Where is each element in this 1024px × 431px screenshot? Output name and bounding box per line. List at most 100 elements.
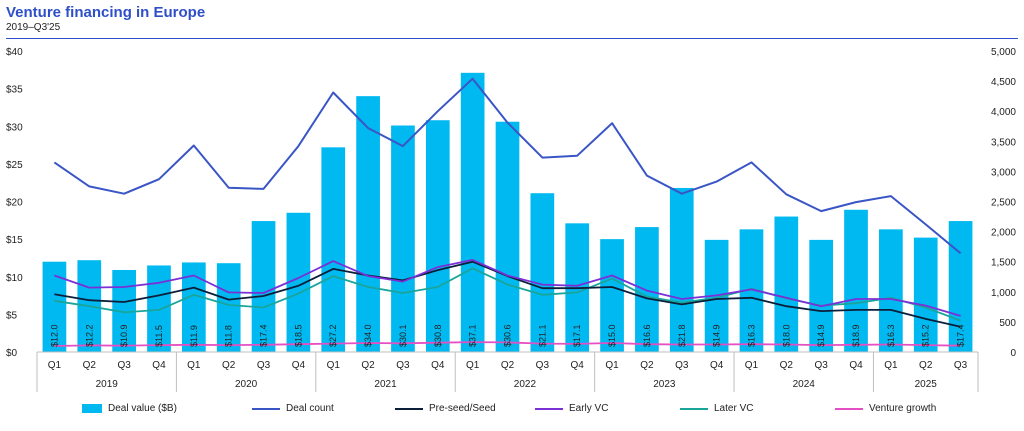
deal-value-label: $16.6 — [642, 324, 652, 347]
y-left-tick-label: $0 — [6, 348, 18, 359]
chart-subtitle: 2019–Q3'25 — [6, 22, 61, 33]
deal-value-bar — [495, 121, 520, 352]
legend-deal-count-swatch — [252, 407, 280, 410]
x-quarter-label: Q3 — [257, 360, 271, 371]
deal-count-line — [53, 77, 962, 255]
deal-value-label: $27.2 — [328, 324, 338, 347]
x-quarter-label: Q4 — [571, 360, 585, 371]
x-quarter-label: Q3 — [117, 360, 131, 371]
x-quarter-label: Q2 — [361, 360, 375, 371]
chart-title: Venture financing in Europe — [6, 4, 206, 21]
y-left-tick-label: $10 — [6, 273, 23, 284]
deal-value-bar — [286, 212, 311, 352]
deal-value-label: $12.0 — [49, 324, 59, 347]
legend-deal-value-label: Deal value ($B) — [108, 403, 177, 414]
deal-value-label: $30.8 — [433, 324, 443, 347]
legend-preseed: Pre-seed/Seed — [395, 403, 496, 414]
x-quarter-label: Q3 — [396, 360, 410, 371]
deal-value-bar — [739, 229, 764, 352]
deal-value-label: $11.5 — [154, 325, 164, 347]
deal-value-label: $30.1 — [398, 324, 408, 347]
x-quarter-label: Q2 — [501, 360, 515, 371]
x-quarter-label: Q1 — [48, 360, 62, 371]
y-right-tick-label: 5,000 — [991, 47, 1016, 58]
deal-value-bar — [844, 209, 868, 352]
legend-later-vc-swatch — [680, 407, 708, 410]
legend-preseed-swatch — [395, 407, 423, 410]
x-quarter-label: Q1 — [605, 360, 619, 371]
deal-value-bar — [913, 237, 938, 352]
deal-value-label: $17.4 — [259, 324, 269, 347]
deal-value-label: $18.0 — [781, 324, 791, 347]
chart-plot: $0 $5 $10 $15 $20 $25 $30 $35 $40 0 500 1,000 1,500 2… — [6, 47, 1016, 392]
x-quarter-label: Q3 — [814, 360, 828, 371]
x-quarter-label: Q2 — [919, 360, 933, 371]
deal-value-bar — [356, 96, 380, 353]
x-quarter-label: Q1 — [187, 360, 201, 371]
legend-early-vc-label: Early VC — [569, 403, 609, 414]
deal-value-label: $21.8 — [677, 324, 687, 347]
deal-value-label: $21.1 — [537, 324, 547, 347]
deal-value-label: $16.3 — [886, 324, 896, 347]
deal-value-label: $11.8 — [224, 325, 234, 347]
deal-value-label: $12.2 — [84, 324, 94, 347]
x-year-label: 2025 — [915, 379, 938, 390]
y-right-tick-label: 500 — [999, 318, 1016, 329]
legend-later-vc: Later VC — [680, 403, 753, 414]
x-quarter-label: Q1 — [745, 360, 759, 371]
x-quarter-label: Q4 — [710, 360, 724, 371]
deal-value-bar — [321, 147, 346, 352]
deal-value-bar — [600, 239, 624, 352]
y-right-tick-label: 3,000 — [991, 167, 1016, 178]
y-right-tick-label: 4,000 — [991, 107, 1016, 118]
deal-value-bar — [460, 72, 485, 352]
y-left-tick-label: $20 — [6, 198, 23, 209]
x-year-label: 2022 — [514, 379, 537, 390]
y-right-tick-label: 1,500 — [991, 258, 1016, 269]
deal-value-bar — [147, 265, 171, 352]
early-vc-line — [54, 258, 961, 317]
y-right-tick-label: 2,500 — [991, 198, 1016, 209]
deal-value-label: $34.0 — [363, 324, 373, 347]
deal-value-label: $37.1 — [468, 324, 478, 347]
x-quarter-label: Q3 — [954, 360, 968, 371]
y-left-tick-label: $35 — [6, 85, 23, 96]
y-left-tick-label: $15 — [6, 235, 23, 246]
legend-deal-count: Deal count — [252, 403, 334, 414]
legend-early-vc-swatch — [535, 407, 563, 410]
deal-value-label: $14.9 — [816, 324, 826, 347]
x-quarter-label: Q2 — [640, 360, 654, 371]
deal-value-bar — [635, 227, 659, 352]
deal-value-label: $15.2 — [921, 324, 931, 347]
deal-value-label: $11.9 — [189, 325, 199, 347]
x-quarter-label: Q3 — [536, 360, 550, 371]
x-year-label: 2021 — [374, 379, 397, 390]
legend-deal-value-swatch — [82, 404, 102, 413]
x-quarter-label: Q4 — [152, 360, 166, 371]
y-left-tick-label: $40 — [6, 47, 23, 58]
legend-deal-value: Deal value ($B) — [82, 403, 177, 414]
venture-growth-line — [54, 341, 961, 347]
x-quarter-label: Q2 — [83, 360, 97, 371]
deal-value-bar — [42, 261, 67, 352]
deal-value-label: $17.1 — [572, 324, 582, 347]
deal-value-label: $16.3 — [746, 324, 756, 347]
y-left-tick-label: $25 — [6, 160, 23, 171]
x-quarter-label: Q1 — [466, 360, 480, 371]
x-year-label: 2019 — [96, 379, 119, 390]
y-right-tick-label: 2,000 — [991, 228, 1016, 239]
x-quarter-label: Q1 — [327, 360, 341, 371]
deal-value-bar — [879, 229, 903, 352]
y-right-tick-label: 1,000 — [991, 288, 1016, 299]
legend-venture-growth-swatch — [835, 407, 863, 410]
legend-later-vc-label: Later VC — [714, 403, 754, 414]
deal-value-bar — [774, 216, 799, 352]
x-year-label: 2024 — [793, 379, 816, 390]
x-year-label: 2020 — [235, 379, 258, 390]
deal-value-label: $18.5 — [293, 324, 303, 347]
deal-value-bar — [530, 193, 555, 352]
deal-value-label: $17.4 — [956, 324, 966, 347]
chart-header: Venture financing in Europe 2019–Q3'25 — [6, 4, 205, 33]
y-left-tick-label: $30 — [6, 122, 23, 133]
header-divider — [6, 38, 1018, 39]
